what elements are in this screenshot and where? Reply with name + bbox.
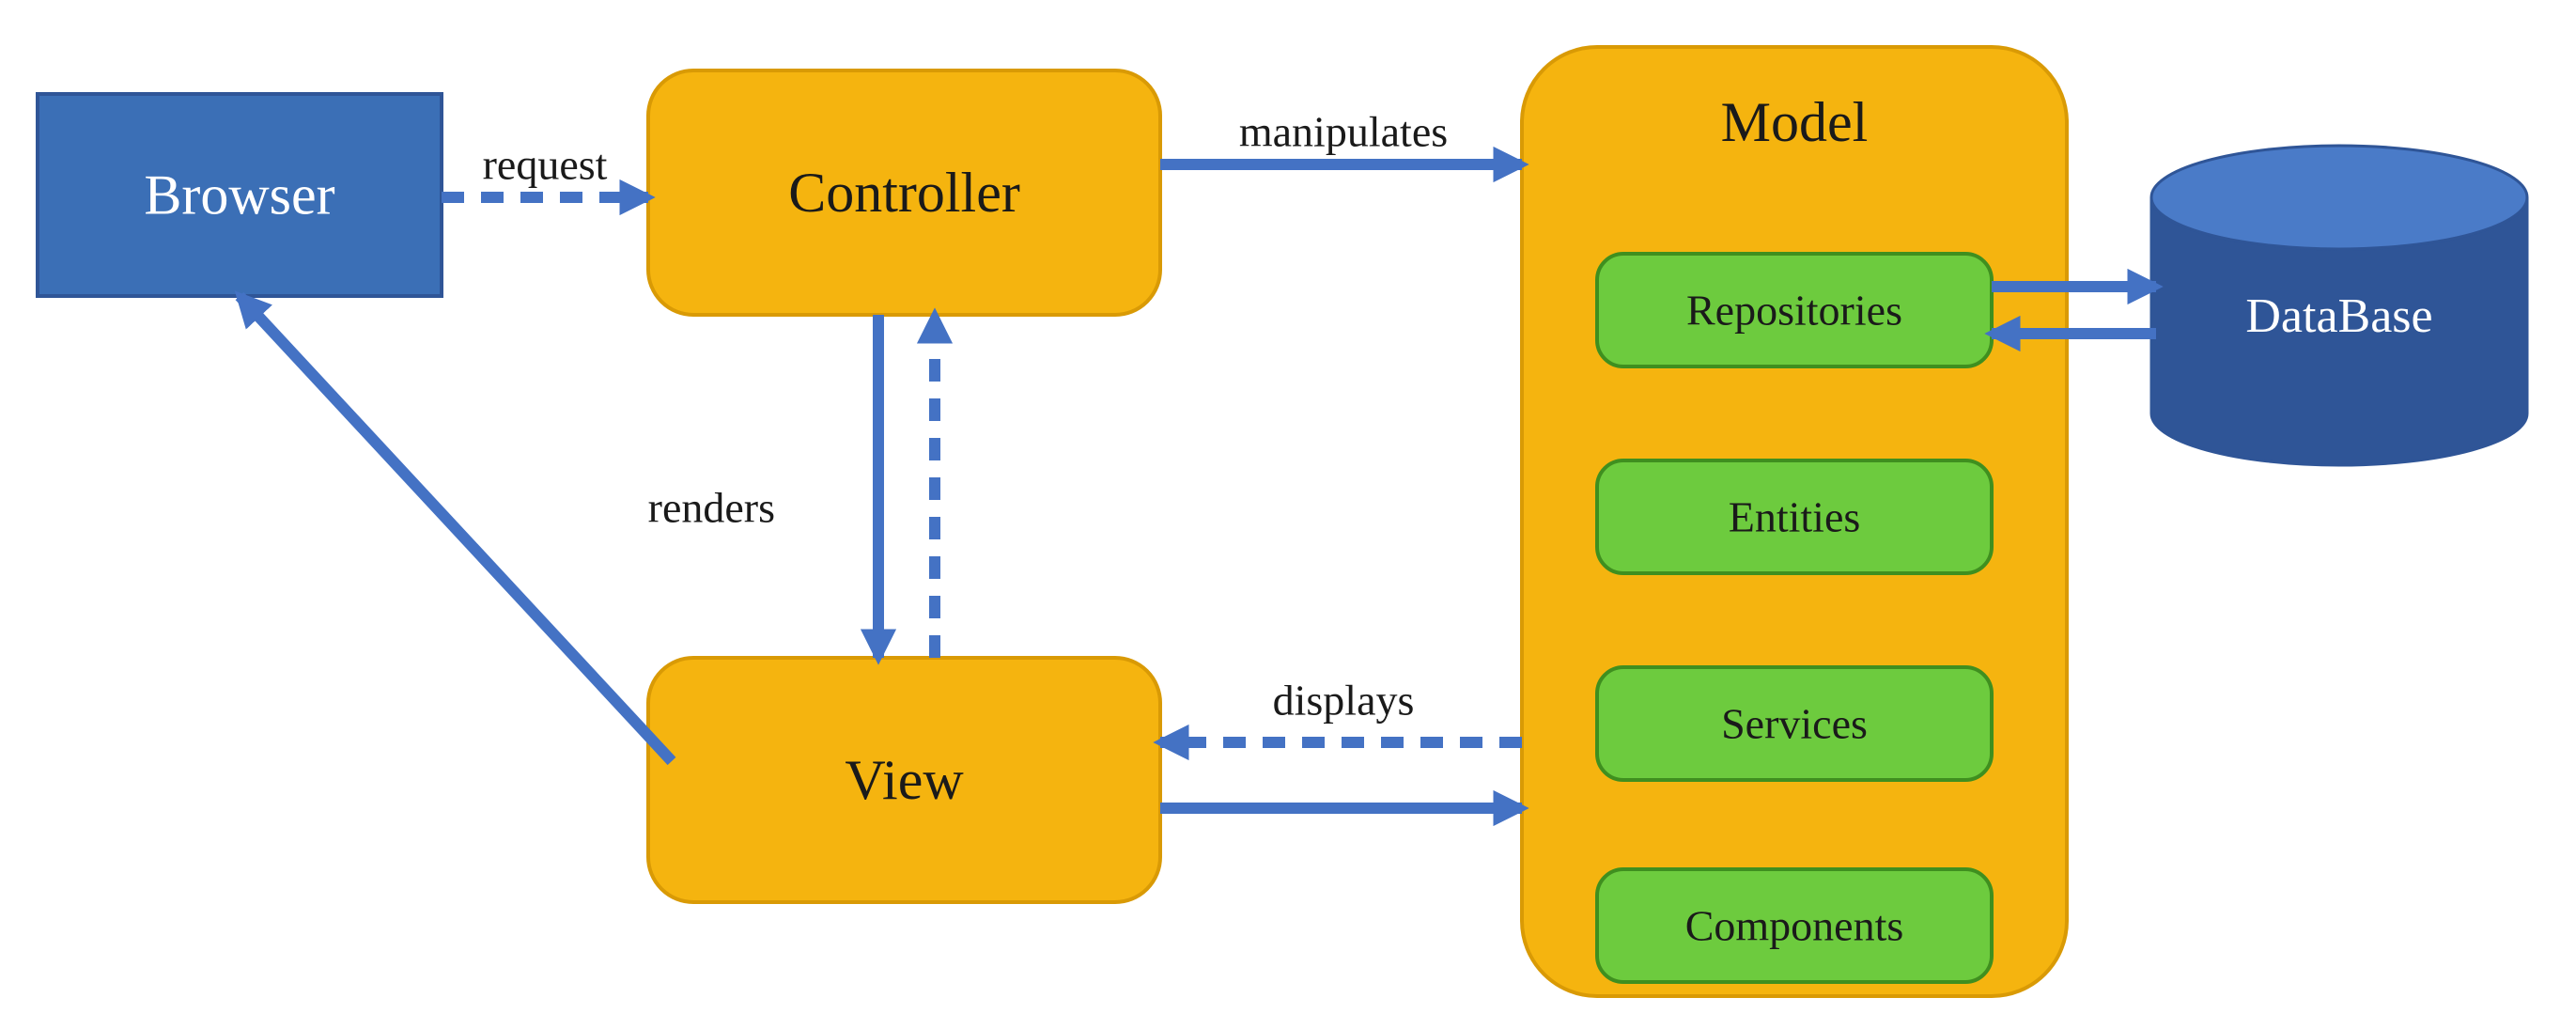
node-browser-label: Browser (144, 164, 334, 226)
node-database: DataBase (2151, 146, 2527, 465)
node-controller-label: Controller (788, 162, 1020, 224)
node-repositories: Repositories (1597, 254, 1992, 366)
node-model-label: Model (1721, 91, 1869, 153)
node-browser: Browser (38, 94, 442, 296)
node-services: Services (1597, 667, 1992, 780)
node-components-label: Components (1685, 902, 1904, 950)
node-controller: Controller (648, 70, 1160, 315)
node-entities: Entities (1597, 460, 1992, 573)
node-repositories-label: Repositories (1686, 287, 1902, 335)
node-services-label: Services (1721, 700, 1868, 748)
label-manipulates: manipulates (1239, 108, 1448, 156)
node-database-label: DataBase (2245, 289, 2432, 343)
label-displays: displays (1273, 677, 1415, 725)
label-request: request (483, 141, 608, 189)
label-renders: renders (648, 484, 775, 532)
node-entities-label: Entities (1729, 493, 1861, 541)
node-view: View (648, 658, 1160, 902)
node-components: Components (1597, 869, 1992, 982)
arrow-view-to-browser (240, 296, 672, 761)
node-view-label: View (845, 749, 964, 811)
